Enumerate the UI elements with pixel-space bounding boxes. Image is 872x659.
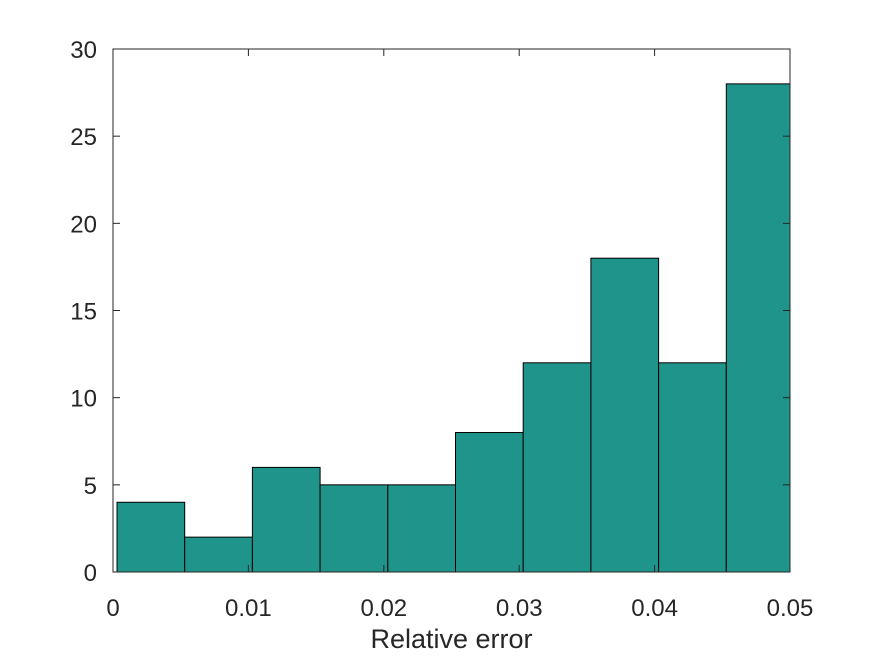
histogram-bar bbox=[522, 362, 592, 573]
x-tick-label: 0.02 bbox=[360, 595, 407, 622]
x-axis-title: Relative error bbox=[370, 624, 532, 654]
y-tick-label: 10 bbox=[70, 386, 97, 413]
histogram-bar bbox=[116, 501, 186, 573]
tick-labels-layer: 0 0.01 0.02 0.03 0.04 0.05 0 5 10 15 20 25 30 bbox=[70, 37, 813, 622]
y-tick-label: 25 bbox=[70, 124, 97, 151]
x-tick-label: 0 bbox=[106, 595, 119, 622]
x-tick-label: 0.03 bbox=[496, 595, 543, 622]
y-tick-label: 15 bbox=[70, 299, 97, 326]
y-tick-label: 5 bbox=[84, 473, 97, 500]
ticks-layer bbox=[112, 48, 791, 573]
histogram-bar bbox=[319, 484, 389, 573]
y-tick-label: 20 bbox=[70, 211, 97, 238]
y-tick-label: 30 bbox=[70, 37, 97, 64]
bars-layer bbox=[116, 83, 791, 573]
histogram-bar bbox=[725, 83, 791, 573]
histogram-bar bbox=[251, 466, 321, 573]
histogram-bar bbox=[455, 432, 524, 573]
x-tick-label: 0.04 bbox=[631, 595, 678, 622]
histogram-bar bbox=[387, 484, 456, 573]
histogram-bar bbox=[184, 536, 253, 573]
histogram-bar bbox=[590, 257, 660, 573]
histogram-bar bbox=[658, 362, 727, 573]
x-tick-label: 0.01 bbox=[225, 595, 272, 622]
x-tick-label: 0.05 bbox=[767, 595, 814, 622]
y-tick-label: 0 bbox=[84, 560, 97, 587]
